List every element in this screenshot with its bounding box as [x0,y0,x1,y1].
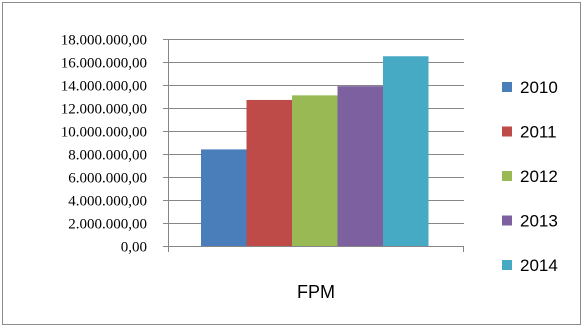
y-tick-label: 10.000.000,00 [61,125,147,141]
bar-2010 [201,149,247,246]
y-tick-label: 8.000.000,00 [68,148,147,164]
legend-label-2012: 2012 [520,167,558,186]
y-tick-label: 0,00 [121,240,147,256]
y-tick-label: 14.000.000,00 [61,79,147,95]
legend-swatch-2012 [502,171,512,181]
y-tick-label: 2.000.000,00 [68,217,147,233]
legend-swatch-2014 [502,260,512,270]
legend-swatch-2011 [502,126,512,137]
x-category-label: FPM [297,282,335,302]
legend-label-2014: 2014 [520,256,558,275]
y-tick-label: 16.000.000,00 [61,56,147,72]
bar-2013 [337,86,383,247]
axes [163,39,464,252]
bar-2011 [246,99,292,246]
bar-2014 [383,56,429,246]
y-tick-label: 12.000.000,00 [61,102,147,118]
legend: 2010 2011 2012 2013 2014 [502,78,558,275]
y-tick-label: 4.000.000,00 [68,194,147,210]
legend-label-2011: 2011 [520,123,557,142]
legend-swatch-2010 [502,82,512,92]
bars [201,56,429,247]
y-tick-label: 18.000.000,00 [61,33,147,49]
bar-2012 [292,95,338,246]
y-tick-labels: 0,00 2.000.000,00 4.000.000,00 6.000.000,00… [61,33,147,256]
y-tick-label: 6.000.000,00 [68,171,147,187]
legend-label-2013: 2013 [520,212,558,231]
legend-swatch-2013 [502,215,512,226]
legend-label-2010: 2010 [520,78,558,97]
x-category-labels: FPM [297,282,335,302]
